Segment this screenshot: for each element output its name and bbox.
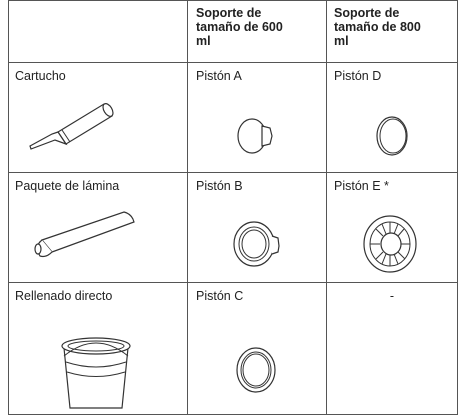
piston-a-icon — [237, 118, 273, 154]
cell: Pistón D — [334, 69, 382, 83]
cell: Pistón B — [196, 179, 243, 193]
cell: Pistón C — [196, 289, 244, 303]
piston-e-icon — [363, 215, 417, 273]
cell: - — [389, 289, 395, 303]
cell: Pistón A — [196, 69, 242, 83]
cell: Pistón E * — [334, 179, 389, 193]
header-cell: Soporte de tamaño de 800 ml — [334, 6, 421, 48]
table-grid — [8, 0, 458, 415]
cartridge-icon — [29, 103, 114, 150]
bucket-icon — [61, 337, 131, 409]
cell: Rellenado directo — [15, 289, 113, 303]
piston-c-icon — [236, 347, 276, 393]
header-cell: Soporte de tamaño de 600 ml — [196, 6, 283, 48]
piston-d-icon — [376, 116, 408, 156]
piston-b-icon — [233, 221, 280, 267]
cell: Paquete de lámina — [15, 179, 120, 193]
foil-pack-icon — [34, 211, 135, 258]
cell: Cartucho — [15, 69, 66, 83]
